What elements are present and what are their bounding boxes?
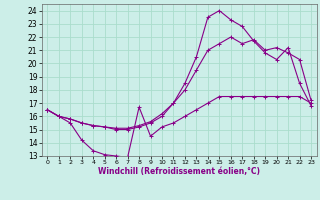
X-axis label: Windchill (Refroidissement éolien,°C): Windchill (Refroidissement éolien,°C) — [98, 167, 260, 176]
